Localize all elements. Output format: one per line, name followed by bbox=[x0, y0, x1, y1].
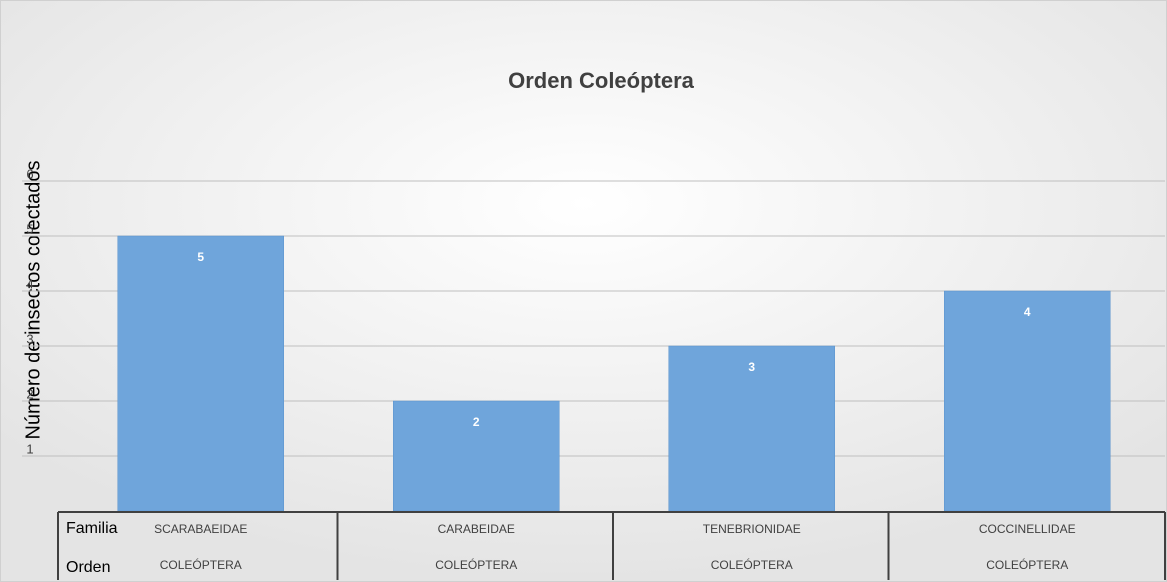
y-tick-label: 5 bbox=[26, 221, 33, 236]
row-label: Familia bbox=[66, 520, 118, 537]
y-tick-label: 3 bbox=[26, 331, 33, 346]
y-axis-label: Número de insectos colectados bbox=[22, 160, 44, 439]
data-label: 2 bbox=[473, 415, 480, 429]
bar bbox=[393, 400, 560, 512]
data-label: 4 bbox=[1024, 305, 1031, 319]
chart-title: Orden Coleóptera bbox=[508, 68, 695, 93]
y-tick-label: 4 bbox=[26, 276, 33, 291]
x-tick-label: COCCINELLIDAE bbox=[979, 522, 1076, 536]
bar bbox=[668, 345, 835, 512]
x-tick-label: CARABEIDAE bbox=[438, 522, 515, 536]
y-tick-label: 6 bbox=[26, 166, 33, 181]
row-label: Orden bbox=[66, 559, 110, 576]
y-tick-label: 1 bbox=[26, 441, 33, 456]
x-group-label: COLEÓPTERA bbox=[711, 557, 793, 572]
data-label: 5 bbox=[197, 250, 204, 264]
data-label: 3 bbox=[748, 360, 755, 374]
bar bbox=[117, 235, 284, 512]
x-group-label: COLEÓPTERA bbox=[435, 557, 517, 572]
x-tick-label: SCARABAEIDAE bbox=[154, 522, 247, 536]
x-group-label: COLEÓPTERA bbox=[986, 557, 1068, 572]
bar bbox=[944, 290, 1111, 512]
x-group-label: COLEÓPTERA bbox=[160, 557, 242, 572]
x-tick-label: TENEBRIONIDAE bbox=[703, 522, 801, 536]
y-tick-label: 2 bbox=[26, 386, 33, 401]
